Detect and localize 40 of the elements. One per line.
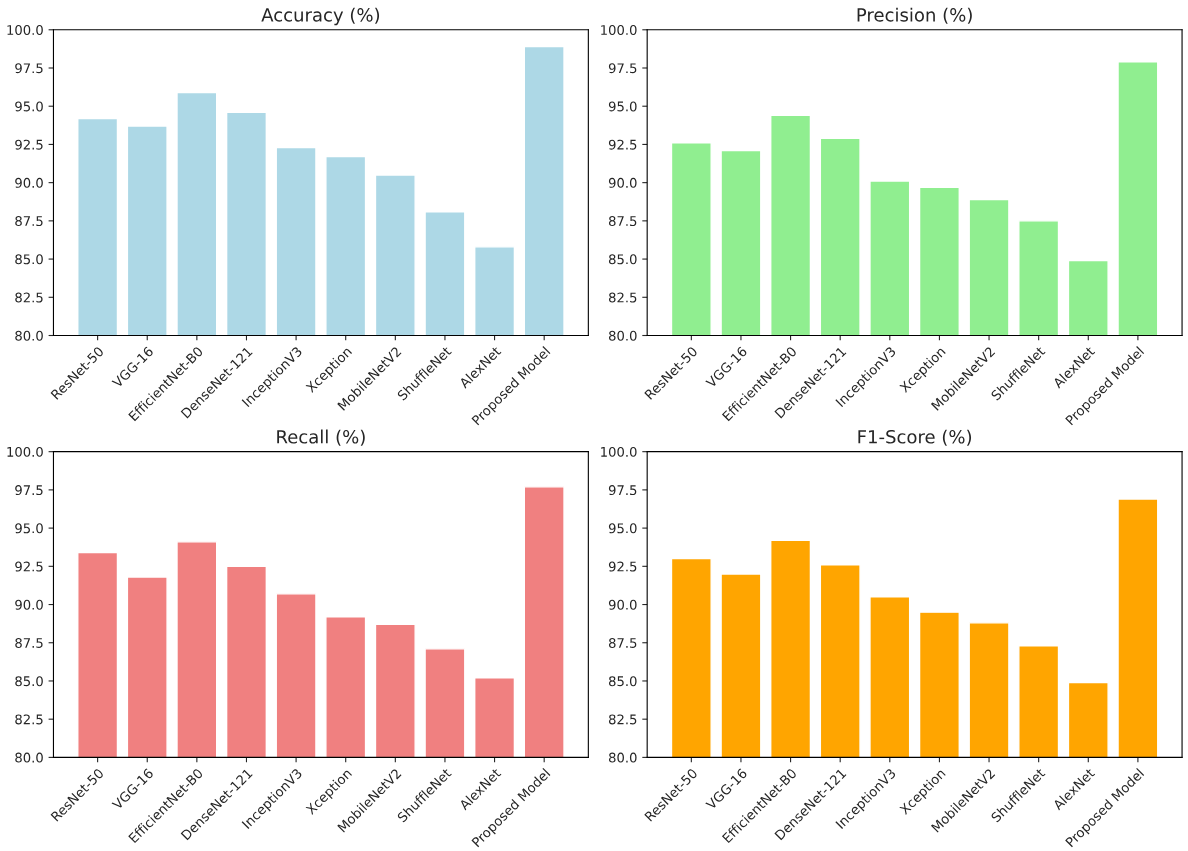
y-tick-label: 85.0: [608, 676, 637, 687]
chart-title: Accuracy (%): [261, 7, 380, 26]
chart-title: Recall (%): [277, 429, 365, 446]
y-tick-label: 87.5: [15, 216, 43, 227]
y-tick-label: 97.5: [15, 485, 43, 496]
y-tick-label: 87.5: [608, 637, 637, 648]
y-tick-label: 95.0: [608, 101, 637, 112]
chart-title: Precision (%): [857, 7, 972, 24]
y-tick-label: 100.0: [7, 446, 43, 457]
y-tick-label: 82.5: [15, 714, 43, 725]
y-tick-label: 92.5: [608, 561, 637, 572]
y-tick-label: 95.0: [15, 101, 43, 112]
y-tick-label: 87.5: [15, 637, 43, 648]
y-tick-label: 80.0: [15, 752, 43, 763]
y-tick-label: 90.0: [608, 599, 637, 610]
y-tick-label: 95.0: [15, 523, 43, 534]
y-tick-label: 97.5: [608, 485, 637, 496]
y-tick-label: 90.0: [15, 177, 43, 188]
y-tick-label: 87.5: [608, 216, 637, 227]
y-tick-label: 95.0: [608, 523, 637, 534]
y-tick-label: 82.5: [15, 292, 43, 303]
y-tick-label: 100.0: [601, 446, 637, 457]
y-tick-label: 80.0: [608, 330, 637, 341]
y-tick-label: 82.5: [608, 292, 637, 303]
y-tick-label: 90.0: [15, 599, 43, 610]
y-tick-label: 80.0: [608, 752, 637, 763]
y-tick-label: 90.0: [608, 177, 637, 188]
chart-title: F1-Score (%): [858, 429, 972, 446]
y-tick-label: 82.5: [608, 714, 637, 725]
y-tick-label: 92.5: [608, 139, 637, 150]
y-tick-label: 97.5: [15, 63, 43, 74]
y-tick-label: 85.0: [608, 254, 637, 265]
y-tick-label: 100.0: [601, 25, 637, 35]
y-tick-label: 92.5: [15, 139, 43, 150]
y-tick-label: 85.0: [15, 676, 43, 687]
y-tick-label: 97.5: [608, 63, 637, 74]
y-tick-label: 92.5: [15, 561, 43, 572]
y-tick-label: 80.0: [15, 330, 43, 341]
y-tick-label: 85.0: [15, 254, 43, 265]
y-tick-label: 100.0: [7, 25, 43, 35]
